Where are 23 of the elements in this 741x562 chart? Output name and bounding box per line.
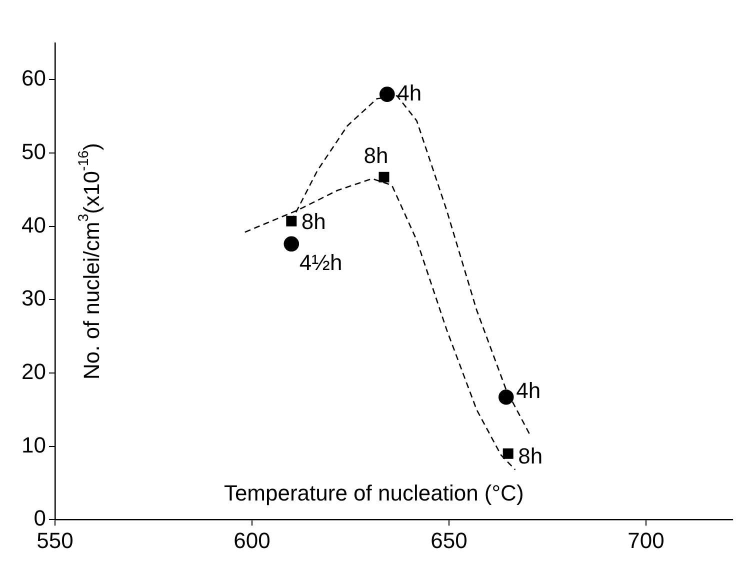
annotation: 8h — [301, 209, 326, 234]
annotation: 4½h — [299, 250, 342, 275]
y-tick-label: 60 — [22, 66, 46, 91]
y-axis-title: No. of nuclei/cm3(x10-16) — [76, 143, 104, 380]
point — [284, 236, 300, 252]
annotation: 4h — [397, 80, 422, 106]
point — [286, 216, 297, 226]
annotation: 8h — [518, 444, 543, 469]
point — [502, 448, 514, 459]
x-tick-label: 650 — [430, 528, 468, 553]
x-tick-label: 600 — [234, 528, 270, 553]
y-tick-label: 20 — [22, 359, 46, 384]
x-axis-title: Temperature of nucleation (°C) — [224, 480, 524, 506]
y-tick-label: 40 — [22, 212, 46, 238]
point — [378, 172, 390, 182]
x-tick-label: 700 — [628, 528, 664, 553]
y-tick-label: 30 — [22, 286, 46, 311]
point — [380, 86, 395, 102]
point — [498, 390, 514, 405]
annotation: 8h — [364, 143, 388, 168]
annotation: 4h — [516, 378, 541, 404]
y-tick-label: 10 — [22, 432, 46, 458]
y-tick-label: 50 — [22, 139, 46, 164]
